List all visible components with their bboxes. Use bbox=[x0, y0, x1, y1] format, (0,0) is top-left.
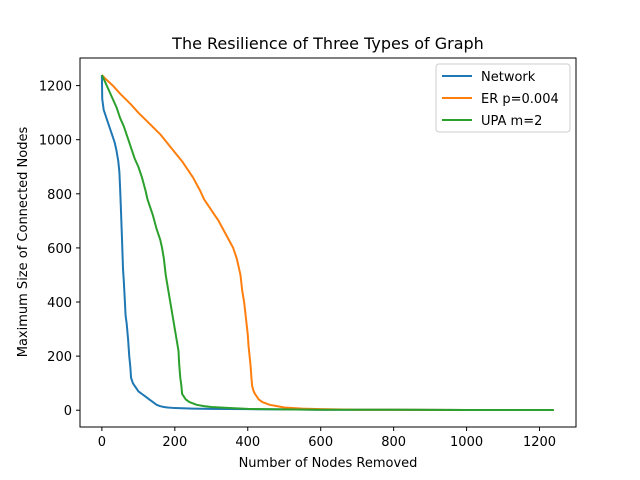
legend: Network ER p=0.004 UPA m=2 bbox=[435, 63, 571, 133]
series-line-upa-m-2 bbox=[100, 74, 554, 411]
legend-label-upa: UPA m=2 bbox=[481, 114, 542, 129]
y-tick-label-0: 0 bbox=[64, 404, 72, 419]
x-tick-label-0: 0 bbox=[98, 435, 106, 450]
x-tick-label-200: 200 bbox=[162, 435, 187, 450]
series-line-network bbox=[100, 75, 554, 411]
y-tick-label-800: 800 bbox=[47, 188, 72, 203]
y-tick-label-1000: 1000 bbox=[39, 134, 72, 149]
x-tick-label-1000: 1000 bbox=[450, 435, 483, 450]
x-axis-label: Number of Nodes Removed bbox=[239, 456, 418, 471]
y-axis-label: Maximum Size of Connected Nodes bbox=[16, 127, 31, 358]
series-line-er-p-0-004 bbox=[101, 74, 554, 411]
y-tick-label-600: 600 bbox=[47, 242, 72, 257]
y-axis: 0 200 400 600 800 1000 1200 bbox=[39, 80, 80, 419]
series-lines bbox=[100, 74, 554, 411]
x-tick-label-600: 600 bbox=[308, 435, 333, 450]
plot-frame bbox=[79, 57, 577, 428]
y-tick-label-1200: 1200 bbox=[39, 80, 72, 95]
legend-box bbox=[435, 63, 571, 133]
legend-label-network: Network bbox=[481, 70, 536, 85]
y-tick-label-400: 400 bbox=[47, 296, 72, 311]
x-tick-label-400: 400 bbox=[235, 435, 260, 450]
x-tick-label-1200: 1200 bbox=[523, 435, 556, 450]
y-tick-label-200: 200 bbox=[47, 350, 72, 365]
legend-label-er: ER p=0.004 bbox=[481, 92, 559, 107]
x-tick-label-800: 800 bbox=[381, 435, 406, 450]
chart-title: The Resilience of Three Types of Graph bbox=[171, 34, 484, 53]
x-axis: 0 200 400 600 800 1000 1200 bbox=[98, 427, 556, 450]
